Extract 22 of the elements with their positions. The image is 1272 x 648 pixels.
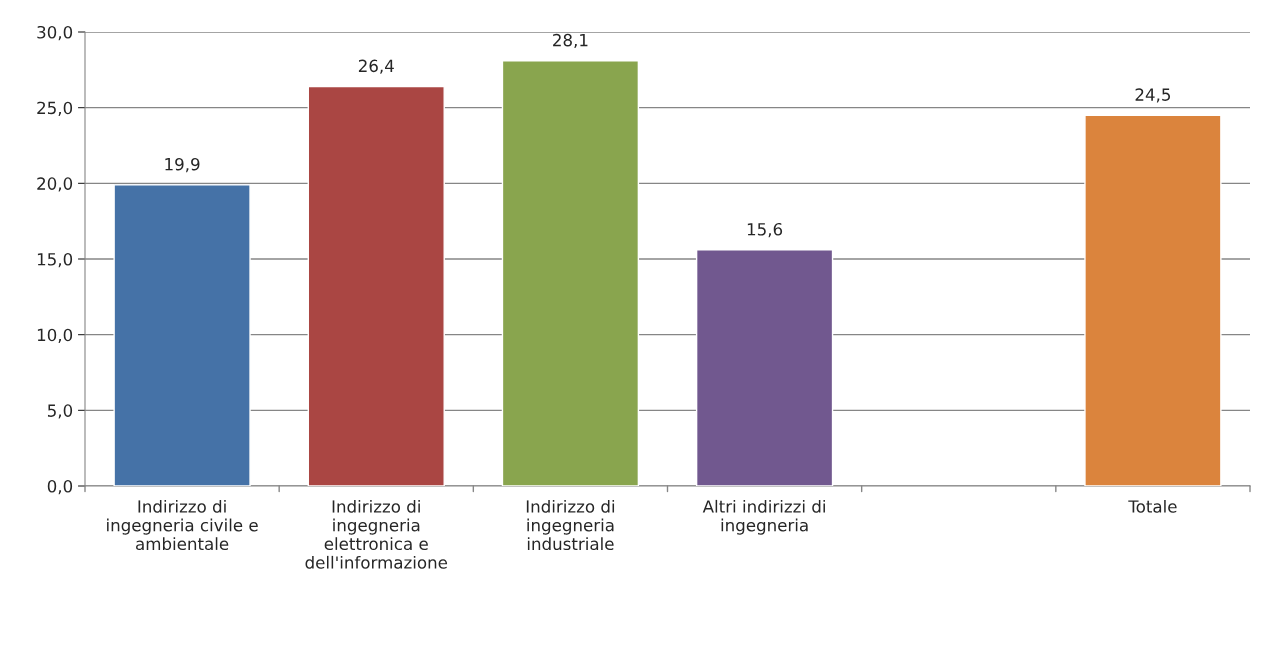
bar: [113, 184, 251, 486]
y-tick-label: 5,0: [47, 404, 73, 419]
x-tick-label: Indirizzo di ingegneria civile e ambientale: [107, 499, 258, 551]
y-tick-label: 25,0: [37, 101, 73, 116]
data-label: 26,4: [358, 59, 394, 74]
x-tick-label: Altri indirizzi di ingegneria: [702, 499, 825, 535]
data-label: 28,1: [553, 33, 588, 49]
y-tick-label: 30,0: [37, 25, 73, 41]
data-label: 15,6: [747, 222, 783, 238]
x-tick-label: Indirizzo di ingegneria elettronica e dell'informazione: [305, 499, 448, 569]
y-tick-label: 20,0: [37, 177, 73, 192]
x-tick-label: Totale: [1128, 499, 1177, 513]
x-tick-label: Indirizzo di ingegneria industriale: [526, 499, 615, 551]
y-tick-label: 15,0: [37, 252, 73, 268]
bar: [501, 60, 640, 486]
bar: [695, 249, 834, 486]
bar: [1084, 114, 1222, 486]
data-label: 24,5: [1135, 88, 1171, 103]
y-tick-label: 0,0: [47, 479, 73, 495]
y-tick-label: 10,0: [37, 328, 73, 343]
data-label: 19,9: [165, 157, 200, 173]
bar: [307, 85, 445, 486]
